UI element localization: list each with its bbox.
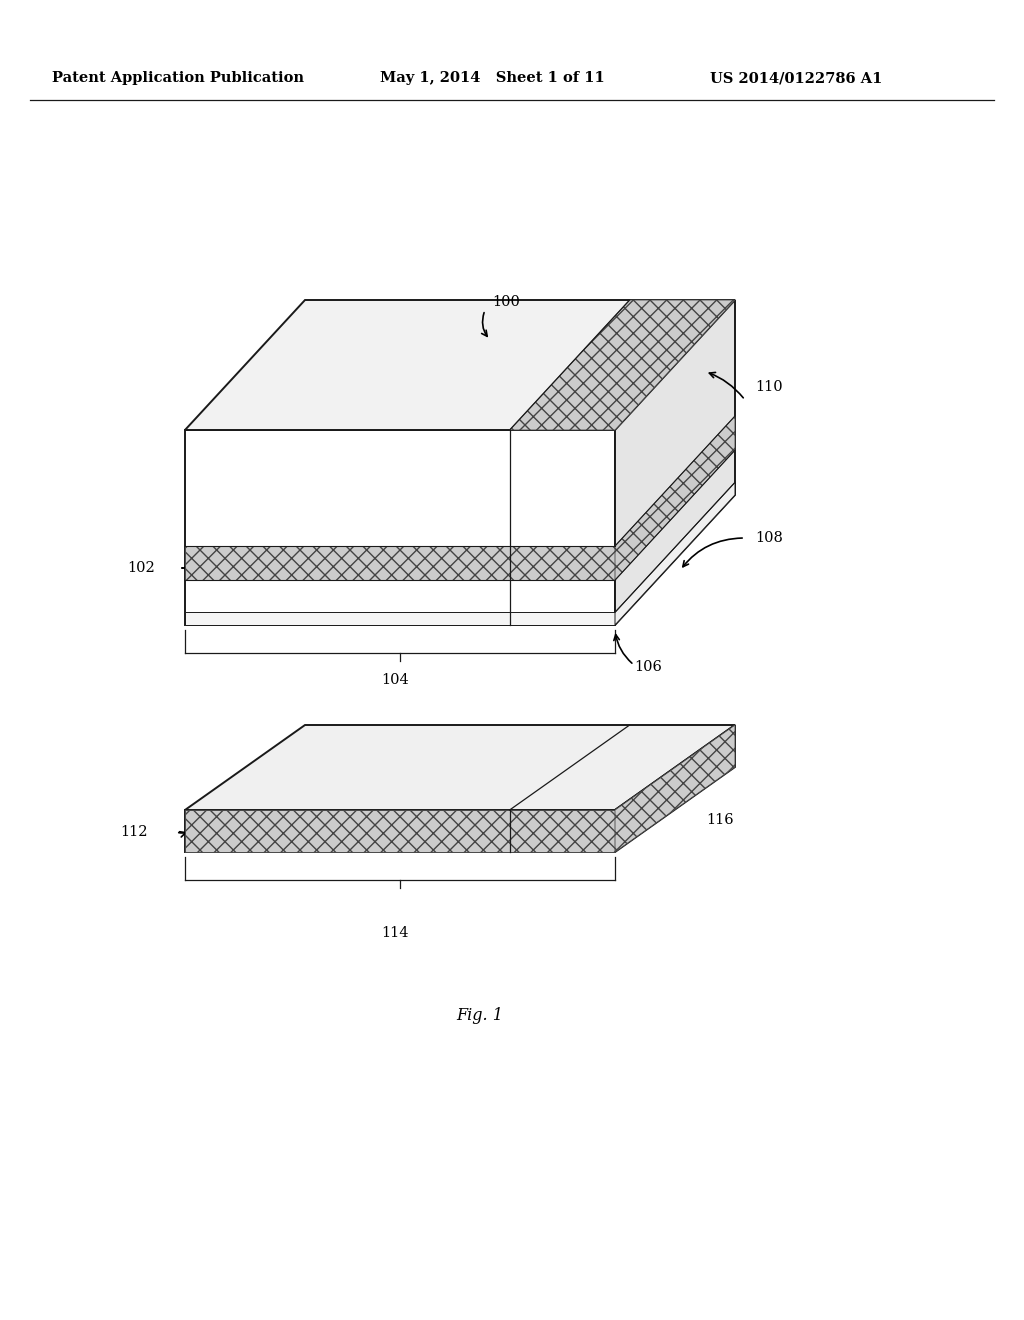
Polygon shape (185, 725, 735, 810)
Polygon shape (185, 612, 615, 624)
Polygon shape (615, 482, 735, 624)
Polygon shape (185, 300, 735, 430)
Text: 110: 110 (755, 380, 782, 393)
Text: US 2014/0122786 A1: US 2014/0122786 A1 (710, 71, 883, 84)
Text: 112: 112 (121, 825, 148, 840)
Polygon shape (615, 416, 735, 581)
Polygon shape (185, 430, 615, 624)
Text: 114: 114 (381, 927, 409, 940)
Text: 100: 100 (492, 294, 520, 309)
Text: 104: 104 (381, 673, 409, 686)
Polygon shape (185, 810, 615, 851)
Polygon shape (185, 810, 615, 851)
Polygon shape (185, 546, 615, 581)
Text: Patent Application Publication: Patent Application Publication (52, 71, 304, 84)
Polygon shape (510, 300, 735, 430)
Text: 106: 106 (634, 660, 662, 675)
Text: 102: 102 (127, 561, 155, 576)
Text: Fig. 1: Fig. 1 (457, 1006, 504, 1023)
Polygon shape (615, 725, 735, 851)
Polygon shape (615, 725, 735, 851)
Polygon shape (615, 300, 735, 624)
Text: 108: 108 (755, 531, 783, 545)
Text: May 1, 2014   Sheet 1 of 11: May 1, 2014 Sheet 1 of 11 (380, 71, 605, 84)
Text: 116: 116 (706, 813, 733, 828)
